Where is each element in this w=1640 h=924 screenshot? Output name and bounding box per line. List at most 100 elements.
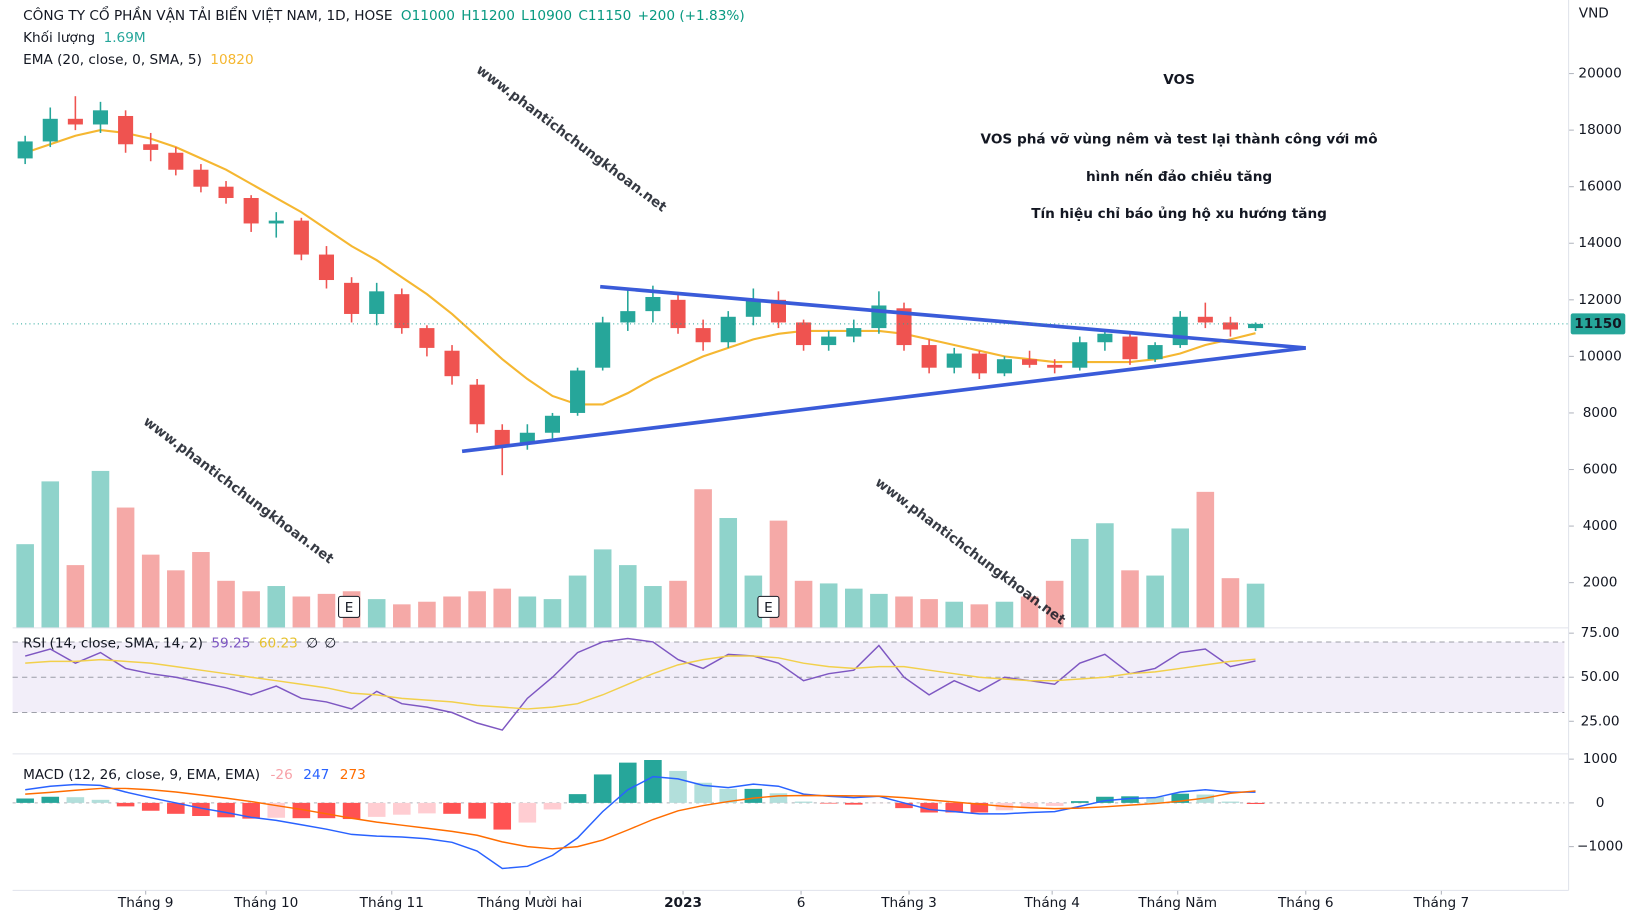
macd-histogram-bar [1221,801,1240,803]
macd-histogram-bar [1171,793,1190,803]
macd-histogram-bar [694,782,712,803]
macd-histogram-bar [543,802,562,810]
volume-bar [1045,580,1064,628]
y-tick-label: 18000 [1578,122,1621,138]
volume-bar [945,601,964,628]
volume-bar [16,544,34,628]
candle-body [921,345,937,368]
macd-label: MACD (12, 26, close, 9, EMA, EMA) [23,767,260,783]
macd-histogram-bar [393,802,411,815]
candle-body [469,384,485,425]
candle-body [1147,345,1163,360]
candle-body [821,336,837,346]
candle-body [846,328,862,337]
last-price-tag [1570,313,1626,335]
macd-histogram-bar [920,802,938,813]
macd-histogram-bar [116,802,135,807]
x-tick-label: Tháng Mười hai [477,895,583,911]
candle-body [344,282,360,314]
macd-histogram-bar [1045,802,1064,806]
x-tick-label: Tháng 10 [233,895,298,911]
candle-body [544,415,560,433]
volume-bar [895,596,913,628]
macd-histogram-bar [1020,802,1039,808]
macd-histogram-bar [16,798,34,803]
x-tick-label: 6 [797,895,806,911]
volume-bar [292,596,311,628]
volume-bar [242,591,260,628]
y-tick-label: 50.00 [1581,669,1620,685]
candle-body [67,118,83,125]
candle-body [1197,316,1213,323]
ema-value: 10820 [210,52,253,68]
volume-bar [568,575,587,628]
volume-bar [920,599,938,628]
candle-body [695,328,711,343]
candle-body [946,353,962,368]
y-tick-label: 75.00 [1581,625,1620,641]
macd-histogram-bar [367,802,386,817]
event-marker [757,595,780,618]
volume-bar [819,583,838,628]
candle-body [595,322,611,368]
last-price-label: 11150 [1574,316,1621,332]
volume-bar [518,596,537,628]
volume-bar [619,565,637,628]
volume-bar [317,593,336,628]
candle-body [193,169,209,187]
y-tick-label: 2000 [1583,575,1618,591]
candle-body [369,291,385,314]
volume-label: Khối lượng [23,29,95,46]
volume-bar [844,588,863,628]
candle-body [444,350,460,377]
candle-body [1222,322,1238,330]
volume-bar [443,596,461,628]
volume-bar [267,586,286,628]
x-tick-label: 2023 [664,895,702,911]
y-tick-label: 1000 [1583,751,1618,767]
macd-legend: MACD (12, 26, close, 9, EMA, EMA) -26 247 2… [23,767,366,783]
volume-value: 1.69M [104,30,146,46]
rsi-extra: ∅ [306,636,318,652]
macd-histogram-bar [468,802,486,819]
annotation-text: VOS phá vỡ vùng nêm và test lại thành cô… [981,132,1378,148]
candle-body [620,311,636,323]
candle-body [770,299,786,323]
plot-layer: 2000400060008000100001200014000160001800… [12,66,1626,911]
candle-body [17,141,33,159]
macd-histogram-bar [418,802,436,814]
candle-body [218,186,234,199]
trendline [600,284,1306,350]
event-label: E [764,600,773,616]
candle-body [494,429,510,447]
volume-bar [1196,491,1215,628]
ohlc-open: O11000 [401,8,455,24]
y-tick-label: 8000 [1583,405,1618,421]
volume-bar [995,601,1014,628]
volume-bar [167,570,185,628]
x-tick-label: Tháng 7 [1413,895,1470,911]
macd-histogram-bar [819,802,838,804]
volume-bar [116,507,135,628]
symbol-name: CÔNG TY CỔ PHẦN VẬN TẢI BIỂN VIỆT NAM, 1… [23,5,392,24]
candle-body [143,144,159,150]
macd-histogram-bar [342,802,361,820]
candle-body [419,328,435,348]
volume-bar [217,580,235,628]
rsi-ma-value: 60.23 [259,636,298,652]
candle-body [168,152,184,170]
candle-body [796,322,812,346]
volume-bar [1096,523,1114,628]
rsi-legend: RSI (14, close, SMA, 14, 2) 59.25 60.23 ∅ ∅ [23,636,336,652]
volume-bar [367,599,386,628]
volume-bar [794,580,813,628]
candle-body [293,220,309,255]
rsi-line [25,655,1256,710]
rsi-label: RSI (14, close, SMA, 14, 2) [23,636,203,652]
x-tick-label: Tháng 4 [1023,895,1080,911]
volume-bar [644,586,662,628]
y-tick-label: 6000 [1583,462,1618,478]
volume-bar [719,518,738,628]
x-tick-label: Tháng 9 [117,895,174,911]
